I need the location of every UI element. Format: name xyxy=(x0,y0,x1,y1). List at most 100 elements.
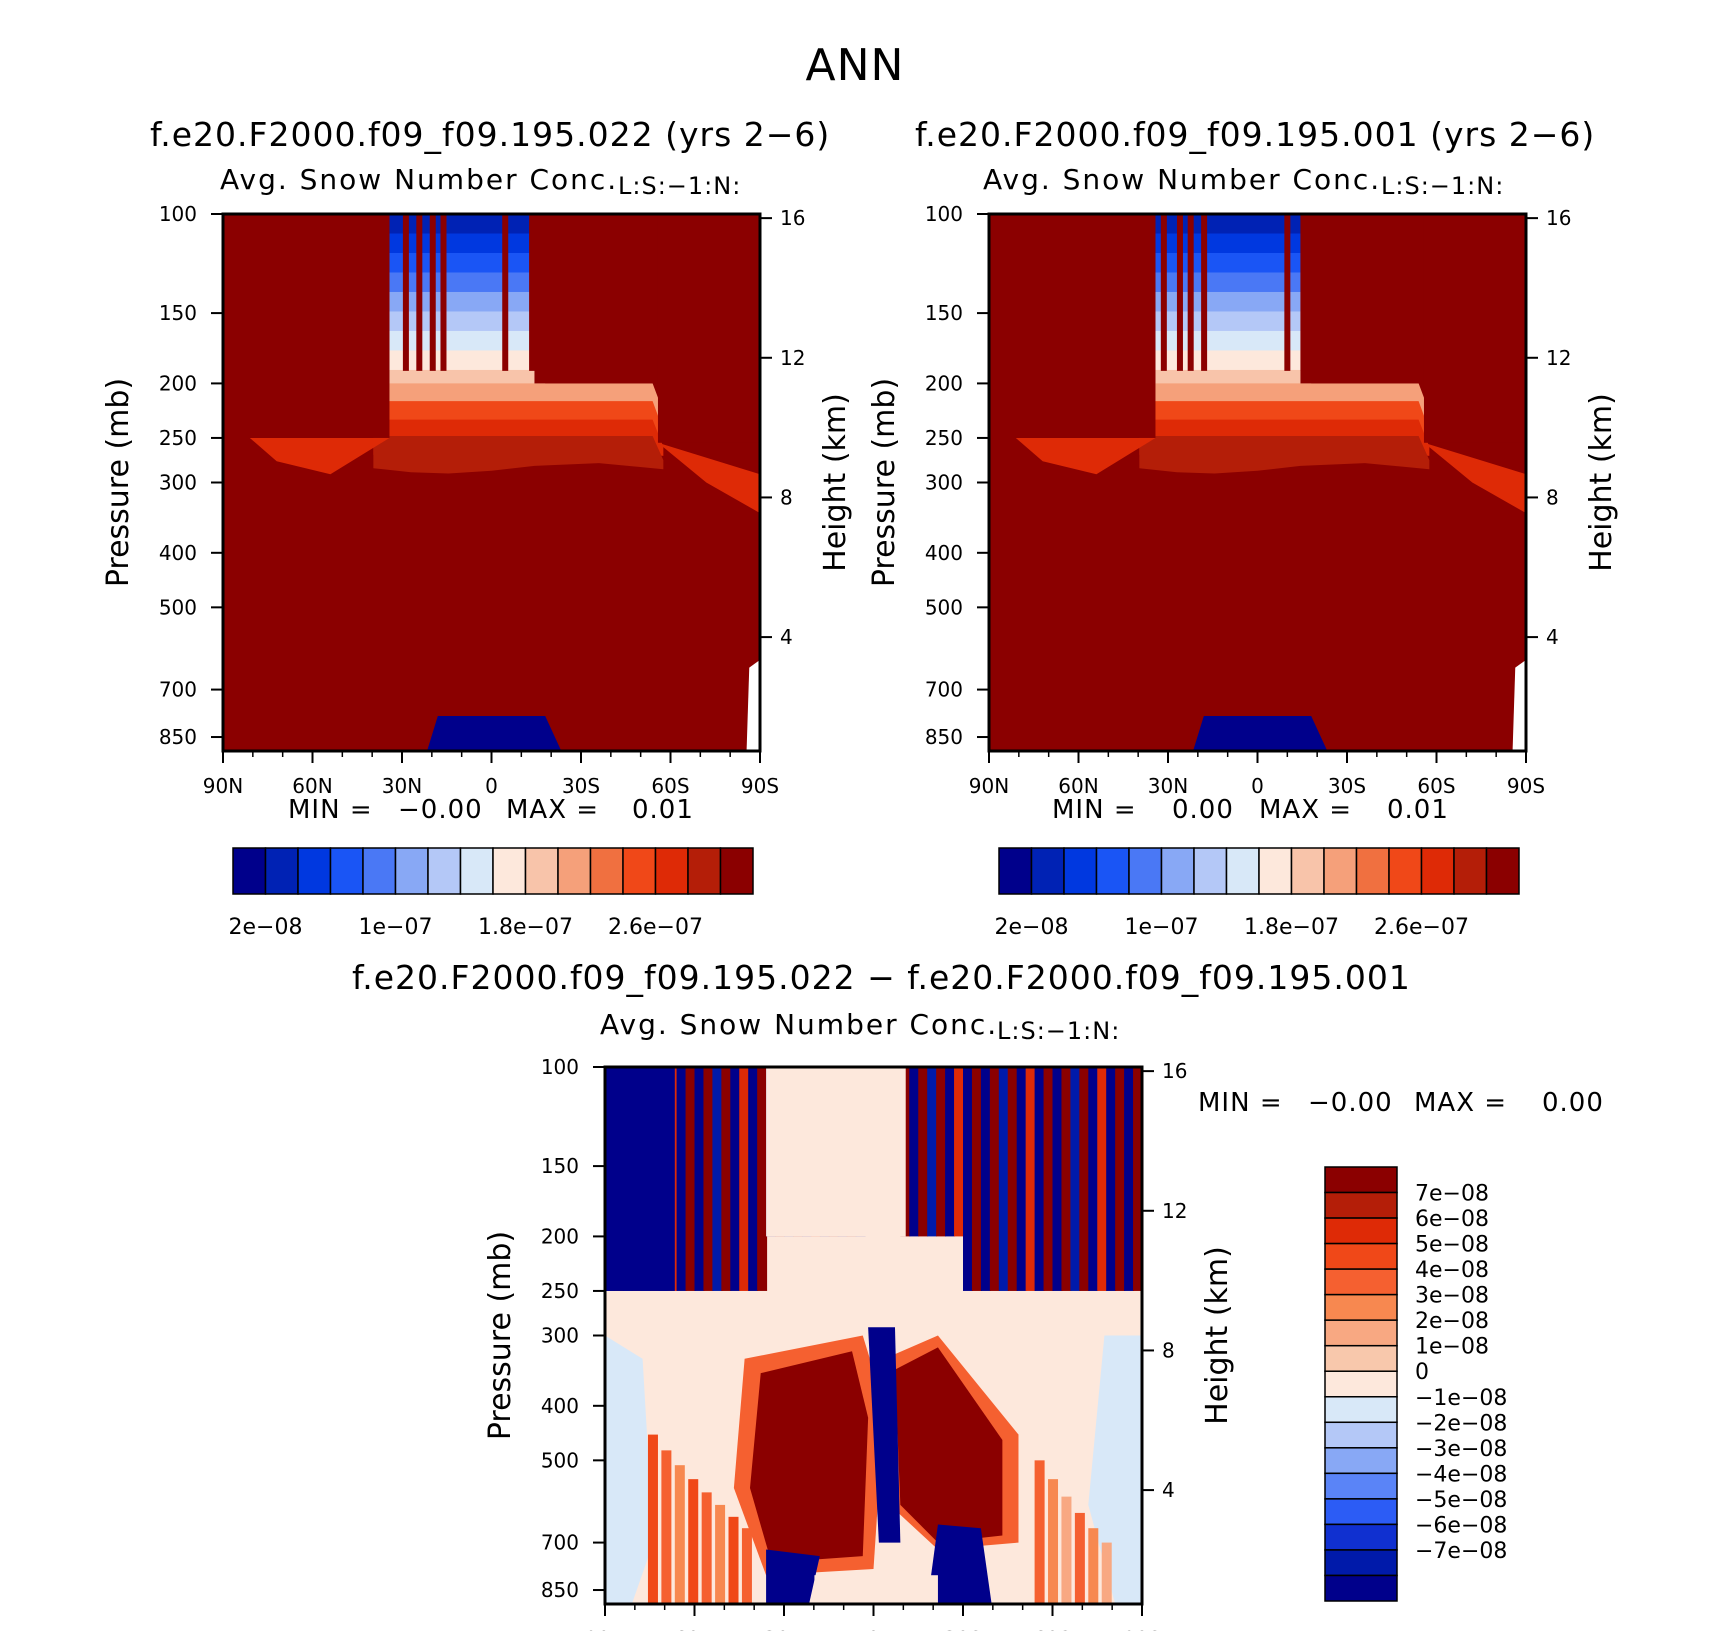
upper-streak xyxy=(1106,1067,1117,1291)
x-tick-label: 60N xyxy=(292,774,332,798)
colorbar-1-cell xyxy=(297,847,332,895)
panel-2-field xyxy=(989,214,1526,751)
lower-streak xyxy=(715,1504,726,1604)
blue-band xyxy=(1155,252,1312,274)
lower-streak-right xyxy=(1088,1528,1099,1604)
y-tick-label: 500 xyxy=(159,595,197,619)
upper-streak xyxy=(1016,1067,1027,1291)
colorbar-3-cell xyxy=(1324,1166,1398,1194)
surface-cream xyxy=(814,1575,938,1604)
panel-2-min-value: 0.00 xyxy=(1172,795,1234,825)
colorbar-2-cell xyxy=(1128,847,1163,895)
blue-band xyxy=(389,272,546,293)
lower-streak xyxy=(741,1528,752,1604)
colorbar-1-cell xyxy=(687,847,722,895)
colorbar-2-cell xyxy=(1258,847,1293,895)
y2-tick-label: 12 xyxy=(1546,346,1571,370)
y-axis-label: Pressure (mb) xyxy=(867,378,902,587)
panel-2-variable: Avg. Snow Number Conc. xyxy=(983,163,1382,196)
colorbar-3-cell xyxy=(1324,1217,1398,1245)
panel-1-min-value: −0.00 xyxy=(398,795,483,825)
colorbar-1-cell xyxy=(329,847,364,895)
lower-streak xyxy=(661,1450,672,1604)
y-tick-label: 400 xyxy=(541,1394,579,1418)
lower-streak xyxy=(728,1516,739,1604)
red-streak xyxy=(416,214,423,371)
blue-band xyxy=(1155,350,1312,371)
x-tick-label: 30N xyxy=(764,1627,804,1631)
upper-streak xyxy=(909,1067,920,1237)
y2-tick-label: 4 xyxy=(780,625,793,649)
colorbar-3-label: −6e−08 xyxy=(1415,1513,1507,1538)
upper-streak xyxy=(1007,1067,1018,1291)
blue-band xyxy=(1155,233,1312,254)
colorbar-3-cell xyxy=(1324,1319,1398,1347)
y-tick-label: 850 xyxy=(541,1578,579,1602)
colorbar-3-cell xyxy=(1324,1574,1398,1602)
colorbar-3-cell xyxy=(1324,1268,1398,1296)
panel-3-title: f.e20.F2000.f09_f09.195.022 − f.e20.F200… xyxy=(352,958,1411,997)
upper-equator-cream xyxy=(884,1067,906,1237)
y2-tick-label: 16 xyxy=(780,206,805,230)
right-cap xyxy=(657,214,760,443)
y-tick-label: 100 xyxy=(159,202,197,226)
y-tick-label: 100 xyxy=(541,1055,579,1079)
surface-blue-patch xyxy=(1193,716,1328,751)
colorbar-2-label: 2e−08 xyxy=(995,915,1069,940)
colorbar-3-label: 1e−08 xyxy=(1415,1335,1489,1360)
y-tick-label: 250 xyxy=(159,426,197,450)
x-tick-label: 90S xyxy=(741,774,779,798)
upper-streak xyxy=(1079,1067,1090,1291)
panel-3-max-label: MAX = xyxy=(1414,1088,1508,1118)
colorbar-3-cell xyxy=(1324,1293,1398,1321)
blue-band xyxy=(389,291,546,313)
y-tick-label: 400 xyxy=(159,541,197,565)
colorbar-3-cell xyxy=(1324,1370,1398,1398)
colorbar-2-cell xyxy=(998,847,1033,895)
colorbar-1-label: 1e−07 xyxy=(359,915,433,940)
orange-layer xyxy=(1139,435,1430,474)
red-streak xyxy=(1201,214,1208,371)
lower-streak xyxy=(701,1492,712,1604)
upper-streak xyxy=(703,1067,714,1291)
x-tick-label: 30S xyxy=(944,1627,982,1631)
upper-streak xyxy=(1034,1067,1045,1291)
panel-3-units: L:S:−1:N: xyxy=(997,1017,1121,1045)
upper-streak xyxy=(998,1067,1009,1291)
red-streak xyxy=(440,214,447,371)
panel-3-min-label: MIN = xyxy=(1198,1088,1283,1118)
x-tick-label: 90S xyxy=(1123,1627,1161,1631)
colorbar-3-cell xyxy=(1324,1523,1398,1551)
colorbar-2-label: 1e−07 xyxy=(1125,915,1199,940)
y2-tick-label: 16 xyxy=(1546,206,1571,230)
y-tick-label: 200 xyxy=(541,1224,579,1248)
colorbar-3-label: −3e−08 xyxy=(1415,1437,1507,1462)
upper-streak xyxy=(712,1067,723,1291)
colorbar-1-cell xyxy=(622,847,657,895)
y-tick-label: 250 xyxy=(925,426,963,450)
lower-streak xyxy=(674,1465,685,1604)
colorbar-1-cell xyxy=(362,847,397,895)
colorbar-2-cell xyxy=(1225,847,1260,895)
x-tick-label: 60N xyxy=(1058,774,1098,798)
upper-streak xyxy=(721,1067,732,1291)
upper-streak xyxy=(685,1067,696,1291)
x-tick-label: 90N xyxy=(969,774,1009,798)
colorbar-2-label: 1.8e−07 xyxy=(1244,915,1339,940)
y-tick-label: 200 xyxy=(159,371,197,395)
colorbar-2-cell xyxy=(1420,847,1455,895)
upper-streak xyxy=(1097,1067,1108,1291)
y-tick-label: 250 xyxy=(541,1279,579,1303)
right-layer-tail xyxy=(1423,442,1526,514)
orange-layer xyxy=(373,435,664,474)
blue-band xyxy=(1155,311,1312,332)
panel-3-min-value: −0.00 xyxy=(1308,1088,1393,1118)
colorbar-3-cell xyxy=(1324,1549,1398,1577)
colorbar-3-label: 6e−08 xyxy=(1415,1207,1489,1232)
red-streak xyxy=(1160,214,1167,371)
panel-1-field xyxy=(223,214,760,751)
colorbar-3-label: 7e−08 xyxy=(1415,1182,1489,1207)
upper-left-cap xyxy=(989,214,1156,438)
x-tick-label: 0 xyxy=(1251,774,1264,798)
colorbar-3-label: 0 xyxy=(1415,1360,1429,1385)
